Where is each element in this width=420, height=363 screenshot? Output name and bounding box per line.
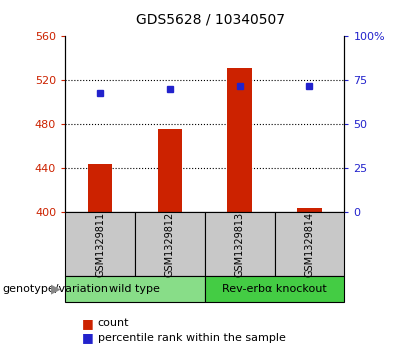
Text: GDS5628 / 10340507: GDS5628 / 10340507 bbox=[136, 13, 284, 27]
Bar bbox=[297, 208, 322, 212]
Text: GSM1329812: GSM1329812 bbox=[165, 212, 175, 277]
Text: ▶: ▶ bbox=[51, 282, 61, 295]
Text: GSM1329814: GSM1329814 bbox=[304, 212, 315, 277]
Text: Rev-erbα knockout: Rev-erbα knockout bbox=[222, 284, 327, 294]
Text: count: count bbox=[98, 318, 129, 328]
Bar bbox=[88, 164, 112, 212]
Text: wild type: wild type bbox=[110, 284, 160, 294]
Text: ■: ■ bbox=[82, 331, 94, 344]
Bar bbox=[158, 129, 182, 212]
Text: genotype/variation: genotype/variation bbox=[2, 284, 108, 294]
Text: GSM1329813: GSM1329813 bbox=[235, 212, 245, 277]
Bar bbox=[228, 68, 252, 212]
Text: ■: ■ bbox=[82, 317, 94, 330]
Text: percentile rank within the sample: percentile rank within the sample bbox=[98, 333, 286, 343]
Text: GSM1329811: GSM1329811 bbox=[95, 212, 105, 277]
